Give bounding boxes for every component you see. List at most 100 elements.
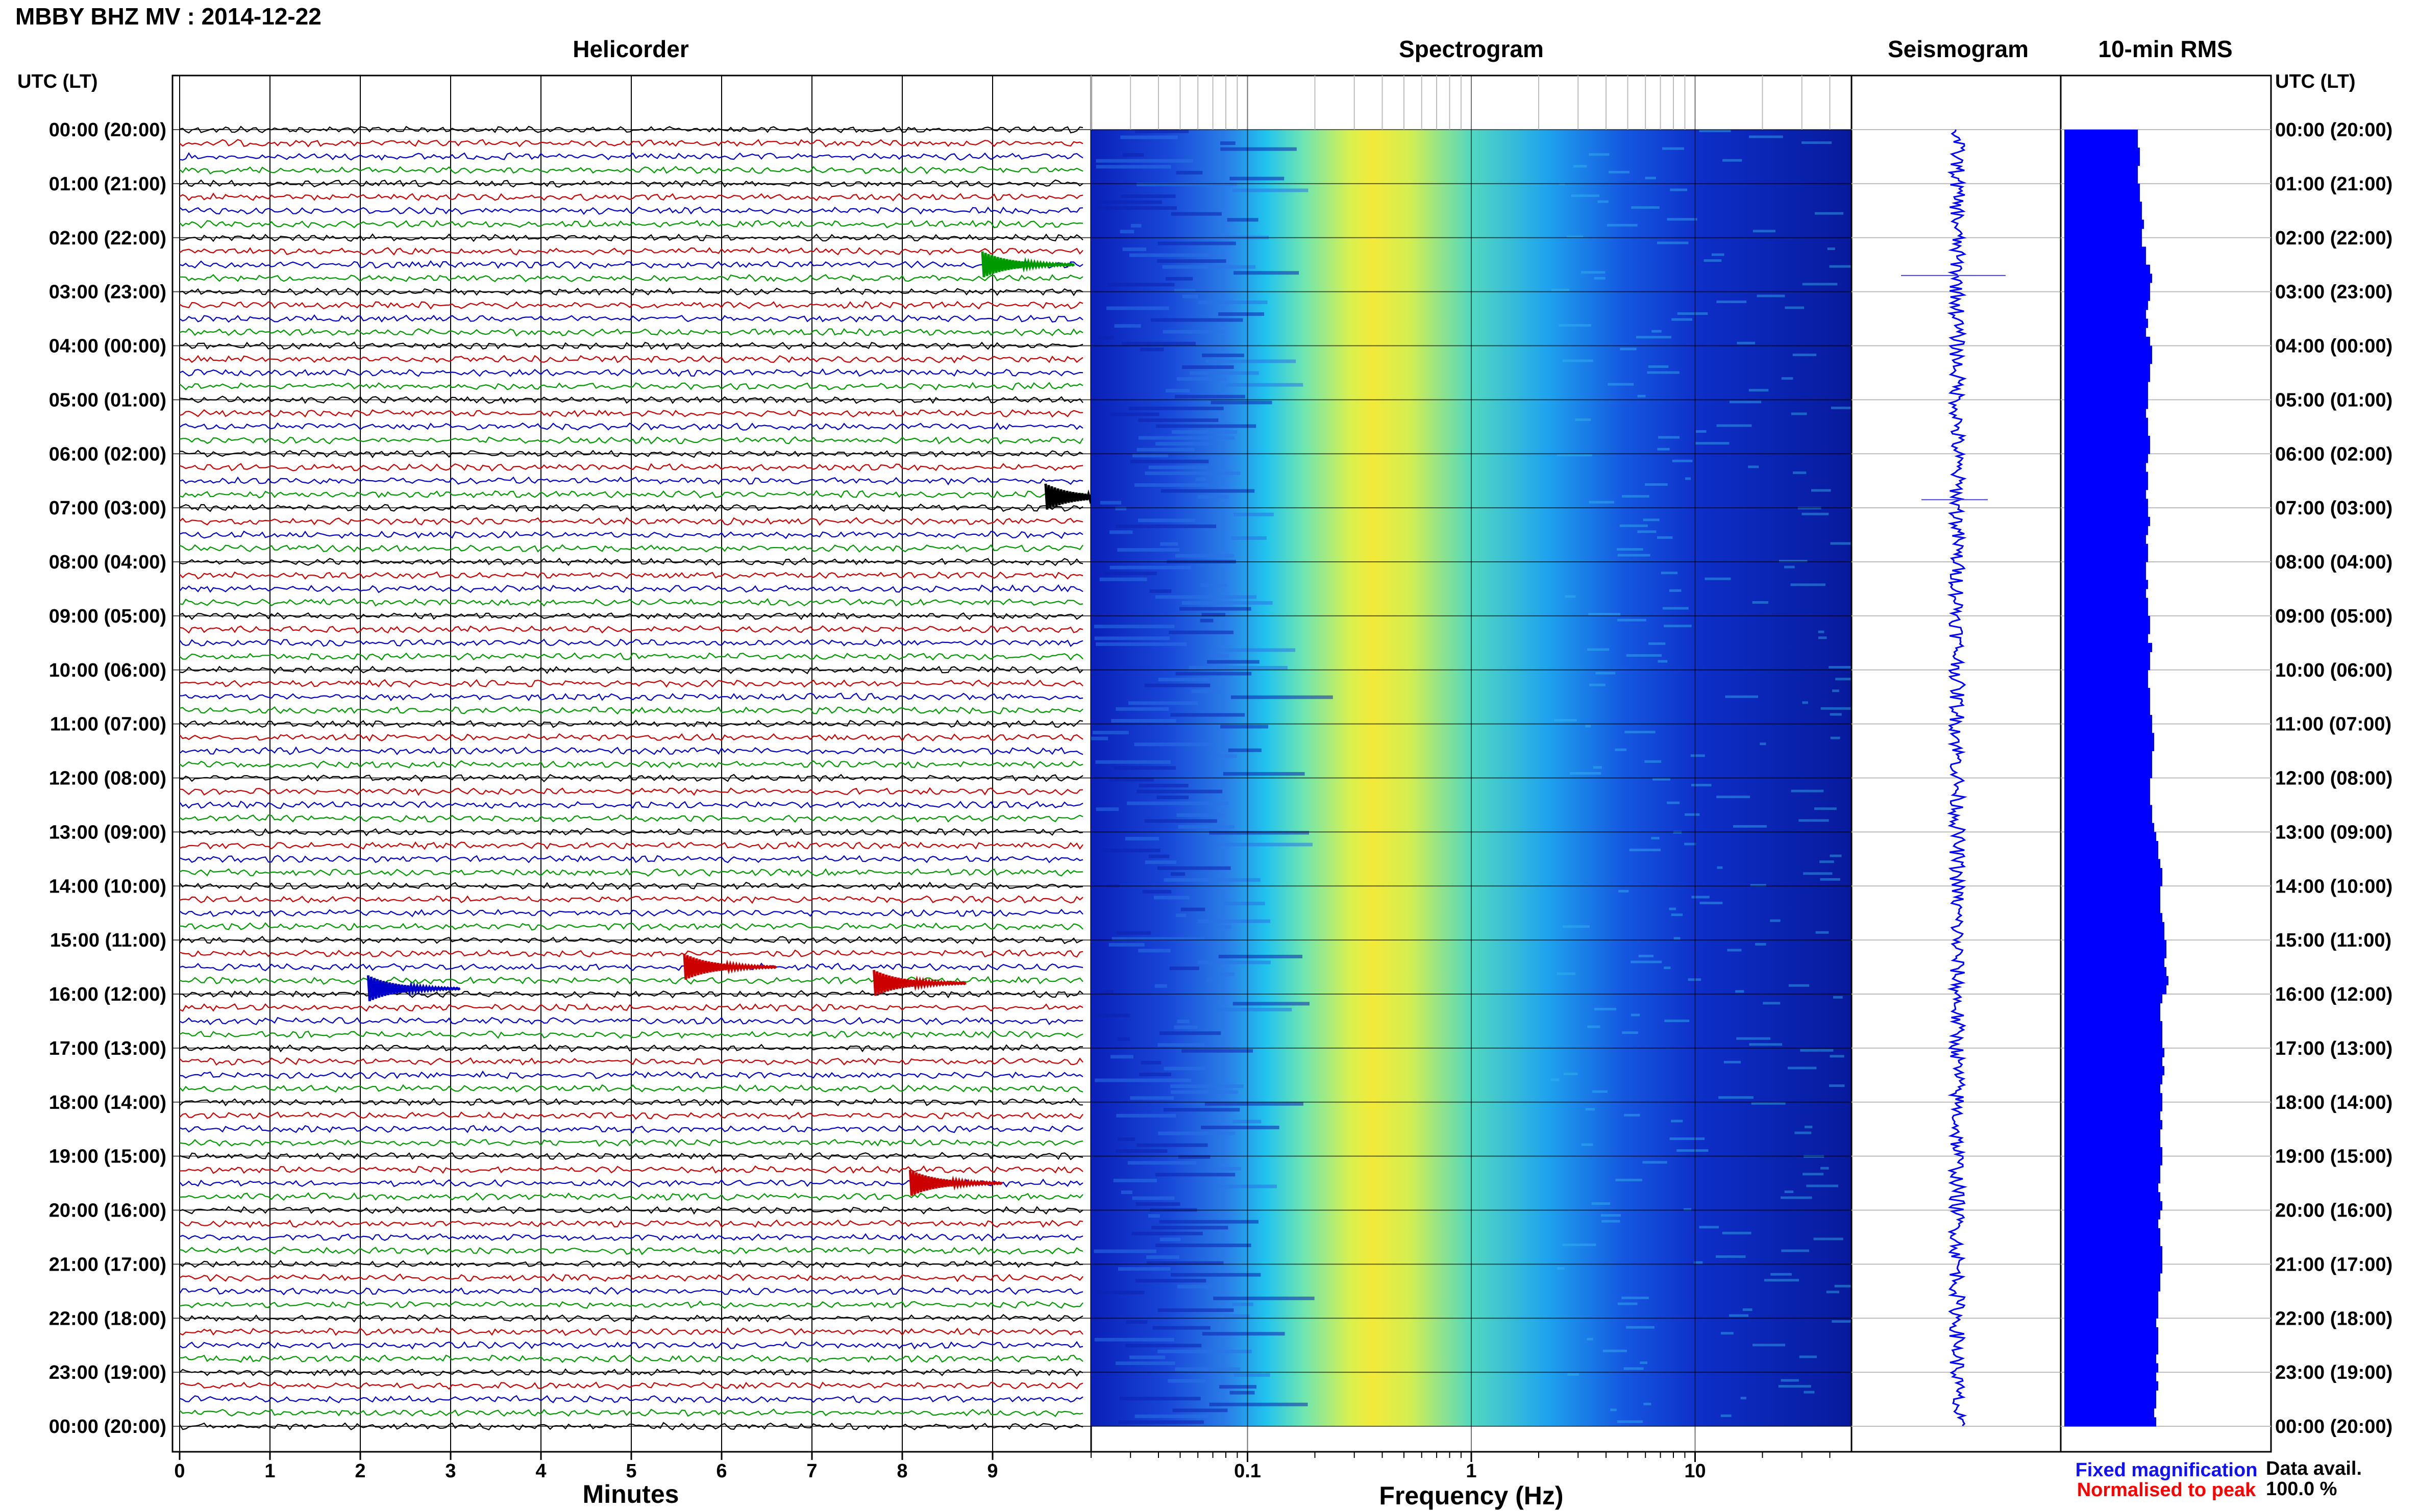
rms-bar: [2064, 1174, 2160, 1184]
spectrogram-highfreq-streak: [1667, 218, 1697, 221]
helicorder-trace: [179, 1206, 1083, 1215]
rms-bar: [2064, 1003, 2160, 1012]
rms-bar: [2064, 679, 2148, 688]
spectrogram-highfreq-streak: [1778, 1385, 1811, 1388]
rms-bar: [2064, 138, 2138, 148]
spectrogram-highfreq-streak: [1565, 595, 1576, 598]
spectrogram-streak: [1220, 725, 1269, 729]
spectrogram-streak: [1126, 1320, 1148, 1324]
rms-bar: [2064, 949, 2166, 958]
hour-label-right: 03:00 (23:00): [2275, 282, 2392, 303]
spectrogram-highfreq-streak: [1832, 689, 1839, 692]
seismogram-trace: [1901, 129, 2006, 1427]
spectrogram-highfreq-streak: [1671, 318, 1692, 321]
rms-bar: [2064, 229, 2142, 238]
spectrogram-streak: [1201, 613, 1226, 617]
spectrogram-streak: [1107, 283, 1175, 287]
rms-bar: [2064, 1354, 2156, 1364]
rms-bar: [2064, 1084, 2160, 1094]
spectrogram-highfreq-streak: [1820, 707, 1852, 710]
helicorder-trace: [179, 720, 1083, 729]
spectrogram-streak: [1209, 831, 1309, 835]
hour-label-right: 12:00 (08:00): [2275, 768, 2392, 789]
spectrogram-streak: [1198, 300, 1268, 304]
spectrogram-highfreq-streak: [1729, 1314, 1749, 1317]
helicorder-trace: [179, 1233, 1083, 1242]
helicorder-trace: [179, 841, 1083, 850]
spectrogram-streak: [1117, 548, 1180, 552]
spectrogram-highfreq-streak: [1617, 554, 1650, 557]
spectrogram-highfreq-streak: [1781, 1196, 1812, 1199]
rms-bar: [2064, 291, 2150, 301]
spectrogram-highfreq-streak: [1791, 412, 1807, 415]
spectrogram-streak: [1198, 919, 1271, 923]
spectrogram-highfreq-streak: [1610, 1408, 1617, 1411]
spectrogram-streak: [1121, 1191, 1132, 1194]
left-time-axis-label: UTC (LT): [17, 71, 98, 92]
rms-bar: [2064, 1390, 2156, 1400]
spectrogram-highfreq-streak: [1647, 371, 1680, 374]
spectrogram-streak: [1117, 1037, 1130, 1041]
spectrogram-streak: [1144, 819, 1217, 823]
spectrogram-streak: [1207, 660, 1260, 664]
spectrogram-highfreq-streak: [1670, 188, 1688, 191]
spectrogram-highfreq-streak: [1591, 1202, 1610, 1205]
hour-label-left: 05:00 (01:00): [49, 389, 166, 411]
spectrogram-highfreq-streak: [1608, 383, 1634, 386]
spectrogram-streak: [1176, 377, 1227, 381]
helicorder-trace: [179, 774, 1083, 782]
hour-label-right: 16:00 (12:00): [2275, 984, 2392, 1005]
rms-bar: [2064, 444, 2150, 454]
helicorder-title: Helicorder: [573, 36, 689, 62]
spectrogram-streak: [1157, 259, 1226, 263]
rms-bar: [2064, 328, 2146, 337]
spectrogram-highfreq-streak: [1643, 1402, 1651, 1405]
rms-bar: [2064, 309, 2146, 319]
spectrogram-highfreq-streak: [1589, 153, 1610, 156]
spectrogram-highfreq-streak: [1826, 1291, 1839, 1294]
rms-bar: [2064, 274, 2152, 283]
hour-label-right: 05:00 (01:00): [2275, 389, 2392, 411]
helicorder-trace: [179, 395, 1083, 404]
rms-bar: [2064, 670, 2148, 679]
spectrogram-streak: [1170, 713, 1245, 717]
spectrogram-streak: [1106, 306, 1169, 310]
spectrogram-streak: [1218, 955, 1303, 958]
rms-bar: [2064, 427, 2148, 436]
spectrogram-streak: [1212, 754, 1237, 758]
spectrogram-highfreq-streak: [1835, 678, 1862, 681]
rms-bar: [2064, 1165, 2160, 1175]
spectrogram-streak: [1116, 1149, 1168, 1153]
spectrogram-highfreq-streak: [1587, 1337, 1593, 1341]
rms-bar: [2064, 751, 2152, 760]
spectrogram-panel: [1090, 75, 1867, 1453]
helicorder-trace: [179, 989, 1083, 999]
rms-bar: [2064, 246, 2146, 256]
spectrogram-streak: [1102, 849, 1161, 853]
spectrogram-highfreq-streak: [1711, 253, 1724, 256]
helicorder-trace: [179, 584, 1083, 593]
spectrogram-highfreq-streak: [1651, 330, 1662, 333]
spectrogram-highfreq-streak: [1751, 1102, 1786, 1105]
spectrogram-highfreq-streak: [1657, 536, 1673, 539]
helicorder-trace: [179, 1111, 1083, 1120]
spectrogram-highfreq-streak: [1637, 530, 1657, 533]
spectrogram-highfreq-streak: [1602, 1349, 1627, 1352]
spectrogram-streak: [1213, 842, 1313, 847]
rms-bar: [2064, 859, 2160, 869]
hour-label-left: 19:00 (15:00): [49, 1146, 166, 1168]
spectrogram-highfreq-streak: [1559, 324, 1591, 327]
spectrogram-highfreq-streak: [1699, 1226, 1719, 1229]
spectrogram-highfreq-streak: [1631, 206, 1660, 209]
rms-bar: [2064, 661, 2150, 671]
spectrogram-streak: [1170, 872, 1186, 876]
rms-bar: [2064, 1345, 2158, 1355]
rms-bar: [2064, 895, 2160, 905]
spectrogram-streak: [1137, 448, 1195, 452]
spectrogram-streak: [1138, 949, 1171, 953]
helicorder-trace: [179, 800, 1083, 809]
spectrogram-highfreq-streak: [1752, 1344, 1786, 1347]
spectrogram-streak: [1135, 1279, 1206, 1283]
spectrogram-highfreq-streak: [1748, 465, 1759, 468]
spectrogram-streak: [1116, 524, 1217, 528]
